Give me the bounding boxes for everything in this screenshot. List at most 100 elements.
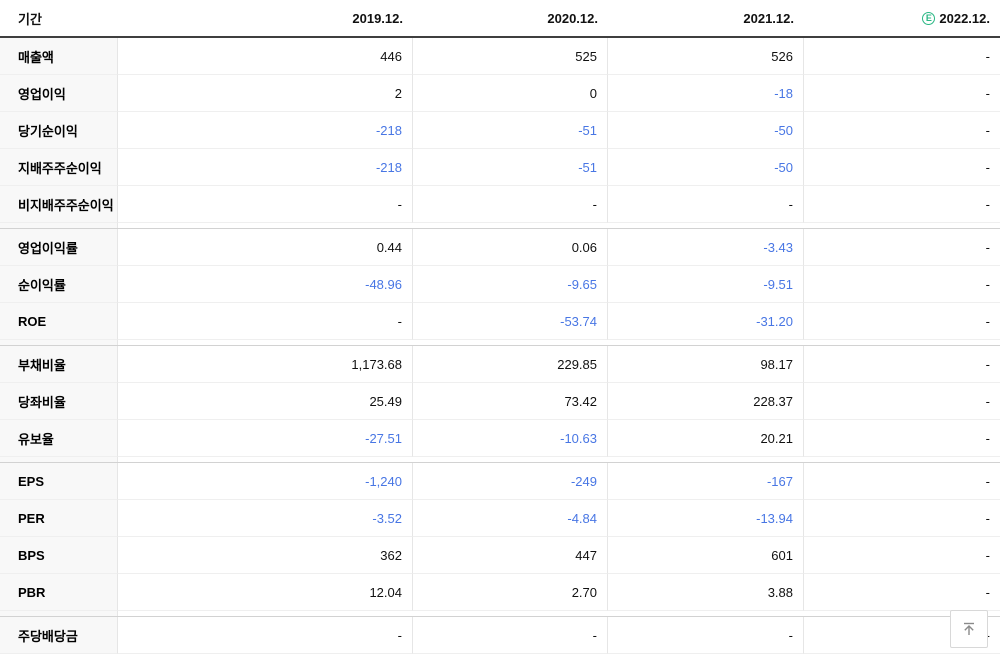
table-row: PER -3.52 -4.84 -13.94- bbox=[0, 500, 1000, 537]
table-row: 비지배주주순이익 - - - - bbox=[0, 186, 1000, 223]
value-cell: -18 bbox=[608, 75, 804, 112]
header-cell-year: 2020.12. bbox=[413, 11, 608, 26]
row-label-cell: 지배주주순이익 bbox=[0, 149, 118, 186]
value-cell: - bbox=[608, 617, 804, 654]
group-separator bbox=[0, 340, 1000, 346]
value-cell: - bbox=[804, 112, 1000, 149]
value-cell: 446 bbox=[118, 38, 413, 75]
value-cell: 98.17 bbox=[608, 346, 804, 383]
value-cell: - bbox=[804, 186, 1000, 223]
value-cell: -3.52 bbox=[118, 500, 413, 537]
value-cell: 25.49 bbox=[118, 383, 413, 420]
row-label-cell: 당기순이익 bbox=[0, 112, 118, 149]
value-cell: 0.06 bbox=[413, 229, 608, 266]
table-row: PBR 12.04 2.70 3.88- bbox=[0, 574, 1000, 611]
value-cell: 3.88 bbox=[608, 574, 804, 611]
table-row: 영업이익률 0.44 0.06 -3.43- bbox=[0, 229, 1000, 266]
value-cell: -10.63 bbox=[413, 420, 608, 457]
estimate-circle-e-icon: E bbox=[922, 11, 936, 25]
row-label-cell: 유보율 bbox=[0, 420, 118, 457]
header-year-label: 2019.12. bbox=[352, 10, 403, 26]
table-row: ROE - -53.74 -31.20- bbox=[0, 303, 1000, 340]
value-cell: - bbox=[804, 537, 1000, 574]
value-cell: 12.04 bbox=[118, 574, 413, 611]
value-cell: - bbox=[804, 500, 1000, 537]
value-cell: 228.37 bbox=[608, 383, 804, 420]
value-cell: - bbox=[804, 149, 1000, 186]
group-separator-label-stripe bbox=[0, 223, 118, 228]
table-row: 유보율 -27.51 -10.63 20.21- bbox=[0, 420, 1000, 457]
group-separator-label-stripe bbox=[0, 340, 118, 345]
value-cell: 362 bbox=[118, 537, 413, 574]
value-cell: 601 bbox=[608, 537, 804, 574]
value-cell: 447 bbox=[413, 537, 608, 574]
scroll-top-button[interactable] bbox=[950, 610, 988, 648]
table-row: 순이익률 -48.96 -9.65 -9.51- bbox=[0, 266, 1000, 303]
value-cell: - bbox=[804, 346, 1000, 383]
value-cell: -51 bbox=[413, 149, 608, 186]
group-separator bbox=[0, 457, 1000, 463]
row-label-cell: 순이익률 bbox=[0, 266, 118, 303]
group-separator-body-stripe bbox=[118, 223, 1000, 228]
value-cell: 73.42 bbox=[413, 383, 608, 420]
row-label-cell: EPS bbox=[0, 463, 118, 500]
value-cell: -13.94 bbox=[608, 500, 804, 537]
row-label-cell: PER bbox=[0, 500, 118, 537]
header-year-label: 2020.12. bbox=[547, 10, 598, 26]
row-label-cell: 비지배주주순이익 bbox=[0, 186, 118, 223]
row-label-cell: 주당배당금 bbox=[0, 617, 118, 654]
row-label-cell: ROE bbox=[0, 303, 118, 340]
value-cell: - bbox=[804, 383, 1000, 420]
value-cell: -9.65 bbox=[413, 266, 608, 303]
group-separator bbox=[0, 223, 1000, 229]
value-cell: 229.85 bbox=[413, 346, 608, 383]
value-cell: -50 bbox=[608, 112, 804, 149]
header-cell-period: 기간 bbox=[18, 11, 42, 27]
arrow-up-to-top-icon bbox=[960, 620, 978, 638]
value-cell: - bbox=[804, 420, 1000, 457]
value-cell: -27.51 bbox=[118, 420, 413, 457]
header-cell-year: 2021.12. bbox=[608, 11, 804, 26]
value-cell: - bbox=[118, 303, 413, 340]
group-separator bbox=[0, 611, 1000, 617]
row-label-cell: 부채비율 bbox=[0, 346, 118, 383]
row-label-cell: 영업이익 bbox=[0, 75, 118, 112]
table-row: 당좌비율 25.49 73.42 228.37- bbox=[0, 383, 1000, 420]
value-cell: - bbox=[804, 266, 1000, 303]
value-cell: -4.84 bbox=[413, 500, 608, 537]
group-separator-body-stripe bbox=[118, 457, 1000, 462]
value-cell: -1,240 bbox=[118, 463, 413, 500]
value-cell: -249 bbox=[413, 463, 608, 500]
value-cell: - bbox=[413, 186, 608, 223]
value-cell: -50 bbox=[608, 149, 804, 186]
header-year-label: 2021.12. bbox=[743, 10, 794, 26]
row-label-cell: BPS bbox=[0, 537, 118, 574]
group-separator-body-stripe bbox=[118, 340, 1000, 345]
table-row: 지배주주순이익 -218 -51 -50- bbox=[0, 149, 1000, 186]
table-header-row: 기간 2019.12. 2020.12. 2021.12. E 2022.12. bbox=[0, 0, 1000, 38]
value-cell: - bbox=[804, 229, 1000, 266]
table-row: EPS -1,240 -249 -167- bbox=[0, 463, 1000, 500]
group-separator-label-stripe bbox=[0, 457, 118, 462]
group-separator-label-stripe bbox=[0, 611, 118, 616]
value-cell: -218 bbox=[118, 149, 413, 186]
header-year-label: 2022.12. bbox=[939, 10, 990, 26]
value-cell: 526 bbox=[608, 38, 804, 75]
value-cell: - bbox=[608, 186, 804, 223]
value-cell: -48.96 bbox=[118, 266, 413, 303]
value-cell: 0.44 bbox=[118, 229, 413, 266]
value-cell: 1,173.68 bbox=[118, 346, 413, 383]
value-cell: -3.43 bbox=[608, 229, 804, 266]
header-cell-year: E 2022.12. bbox=[804, 11, 1000, 26]
header-cell-year: 2019.12. bbox=[118, 11, 413, 26]
value-cell: - bbox=[804, 463, 1000, 500]
table-row: BPS 362 447 601- bbox=[0, 537, 1000, 574]
value-cell: - bbox=[118, 617, 413, 654]
table-row: 당기순이익 -218 -51 -50- bbox=[0, 112, 1000, 149]
value-cell: -53.74 bbox=[413, 303, 608, 340]
value-cell: - bbox=[413, 617, 608, 654]
value-cell: 0 bbox=[413, 75, 608, 112]
value-cell: - bbox=[804, 303, 1000, 340]
value-cell: -31.20 bbox=[608, 303, 804, 340]
